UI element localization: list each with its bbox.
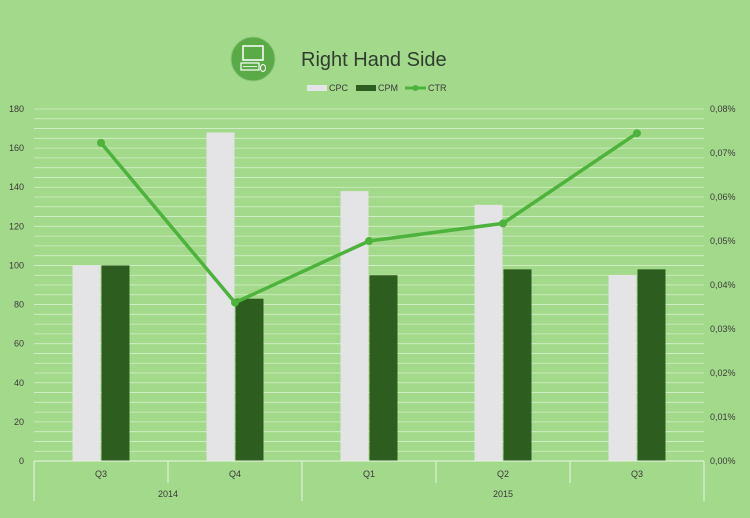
y-left-tick-label: 140 bbox=[9, 182, 24, 192]
y-right-tick-label: 0,03% bbox=[710, 324, 736, 334]
ctr-line-path bbox=[99, 131, 638, 305]
legend-swatch-cpm bbox=[356, 85, 376, 91]
x-category-label: Q3 bbox=[631, 469, 643, 479]
y-right-tick-label: 0,07% bbox=[710, 148, 736, 158]
y-left-tick-label: 80 bbox=[14, 300, 24, 310]
y-left-tick-label: 120 bbox=[9, 221, 24, 231]
legend-marker-ctr bbox=[412, 85, 419, 91]
y-left-tick-label: 60 bbox=[14, 339, 24, 349]
y-right-tick-label: 0,00% bbox=[710, 456, 736, 466]
y-axis-right: 0,00% 0,01% 0,02% 0,03% 0,04% 0,05% 0,06% 0,07%… bbox=[710, 104, 736, 466]
bar-cpm bbox=[503, 269, 532, 461]
legend: CPC CPM CTR bbox=[307, 83, 447, 93]
y-left-tick-label: 40 bbox=[14, 378, 24, 388]
legend-label-cpm: CPM bbox=[378, 83, 398, 93]
bar-cpm bbox=[369, 275, 398, 461]
bar-cpc bbox=[474, 204, 503, 462]
ctr-line bbox=[97, 129, 641, 307]
bar-cpm bbox=[101, 265, 130, 461]
y-left-tick-label: 160 bbox=[9, 143, 24, 153]
ctr-point bbox=[231, 298, 239, 307]
bar-cpm bbox=[637, 269, 666, 461]
ctr-point bbox=[633, 129, 641, 138]
bar-cpc bbox=[340, 191, 369, 461]
legend-label-cpc: CPC bbox=[329, 83, 349, 93]
x-category-label: Q3 bbox=[95, 469, 107, 479]
ctr-point bbox=[499, 219, 507, 228]
chart-title: Right Hand Side bbox=[301, 49, 447, 71]
y-right-tick-label: 0,08% bbox=[710, 104, 736, 114]
computer-icon bbox=[230, 36, 276, 82]
legend-swatch-cpc bbox=[307, 85, 327, 91]
x-category-label: Q1 bbox=[363, 469, 375, 479]
y-right-tick-label: 0,04% bbox=[710, 280, 736, 290]
x-group-label: 2014 bbox=[158, 489, 178, 499]
y-left-tick-label: 180 bbox=[9, 104, 24, 114]
ctr-point bbox=[365, 237, 373, 245]
y-right-tick-label: 0,01% bbox=[710, 412, 736, 422]
y-right-tick-label: 0,06% bbox=[710, 192, 736, 202]
bars bbox=[72, 132, 666, 462]
bar-cpc bbox=[72, 265, 101, 461]
x-group-label: 2015 bbox=[493, 489, 513, 499]
chart-header: Right Hand Side bbox=[230, 36, 447, 82]
x-category-label: Q2 bbox=[497, 469, 509, 479]
ctr-point bbox=[97, 138, 105, 147]
bar-cpm bbox=[235, 298, 264, 461]
x-axis: Q3 Q4 Q1 Q2 Q3 2014 2015 bbox=[33, 460, 705, 501]
y-right-tick-label: 0,02% bbox=[710, 368, 736, 378]
y-left-tick-label: 0 bbox=[19, 456, 24, 466]
y-left-tick-label: 100 bbox=[9, 260, 24, 270]
y-left-tick-label: 20 bbox=[14, 417, 24, 427]
x-category-label: Q4 bbox=[229, 469, 241, 479]
bar-cpc bbox=[608, 275, 637, 461]
y-right-tick-label: 0,05% bbox=[710, 236, 736, 246]
legend-label-ctr: CTR bbox=[428, 83, 447, 93]
gridlines bbox=[34, 108, 704, 462]
y-axis-left: 0 20 40 60 80 100 120 140 160 180 bbox=[9, 104, 24, 466]
